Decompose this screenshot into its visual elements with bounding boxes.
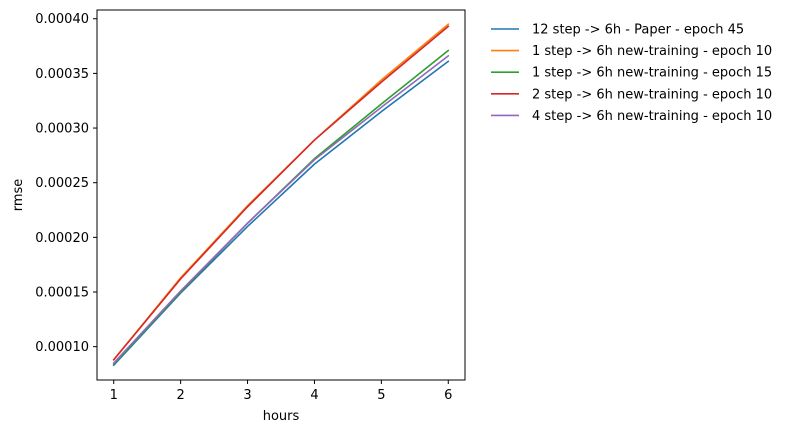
legend-label: 12 step -> 6h - Paper - epoch 45 — [532, 23, 744, 38]
y-axis-label: rmse — [11, 179, 26, 212]
y-tick-label: 0.00010 — [35, 340, 89, 355]
x-tick-label: 6 — [444, 388, 452, 403]
y-tick-label: 0.00025 — [35, 176, 89, 191]
series-line-5 — [112, 54, 450, 365]
legend-item: 2 step -> 6h new-training - epoch 10 — [491, 87, 772, 102]
legend-item: 1 step -> 6h new-training - epoch 15 — [491, 66, 772, 81]
legend-label: 1 step -> 6h new-training - epoch 10 — [532, 44, 772, 59]
legend-item: 12 step -> 6h - Paper - epoch 45 — [491, 23, 744, 38]
y-axis-ticks: 0.00010 0.00015 0.00020 0.00025 0.00030 0.000… — [35, 12, 97, 355]
x-axis-label: hours — [263, 409, 300, 424]
x-tick-label: 5 — [377, 388, 385, 403]
y-tick-label: 0.00030 — [35, 122, 89, 137]
x-tick-label: 4 — [310, 388, 318, 403]
x-tick-label: 3 — [243, 388, 251, 403]
legend: 12 step -> 6h - Paper - epoch 45 1 step -… — [491, 23, 772, 124]
x-tick-label: 2 — [176, 388, 184, 403]
x-tick-label: 1 — [110, 388, 118, 403]
series-lines — [112, 23, 450, 367]
legend-label: 2 step -> 6h new-training - epoch 10 — [532, 87, 772, 102]
legend-label: 4 step -> 6h new-training - epoch 10 — [532, 109, 772, 124]
y-tick-label: 0.00040 — [35, 12, 89, 27]
legend-item: 4 step -> 6h new-training - epoch 10 — [491, 109, 772, 124]
legend-label: 1 step -> 6h new-training - epoch 15 — [532, 66, 772, 81]
plot-frame — [96, 9, 466, 381]
x-axis-ticks: 1 2 3 4 5 6 — [110, 380, 452, 403]
y-tick-label: 0.00035 — [35, 67, 89, 82]
series-line-4 — [112, 25, 450, 361]
y-tick-label: 0.00015 — [35, 286, 89, 301]
y-tick-label: 0.00020 — [35, 231, 89, 246]
legend-item: 1 step -> 6h new-training - epoch 10 — [491, 44, 772, 59]
